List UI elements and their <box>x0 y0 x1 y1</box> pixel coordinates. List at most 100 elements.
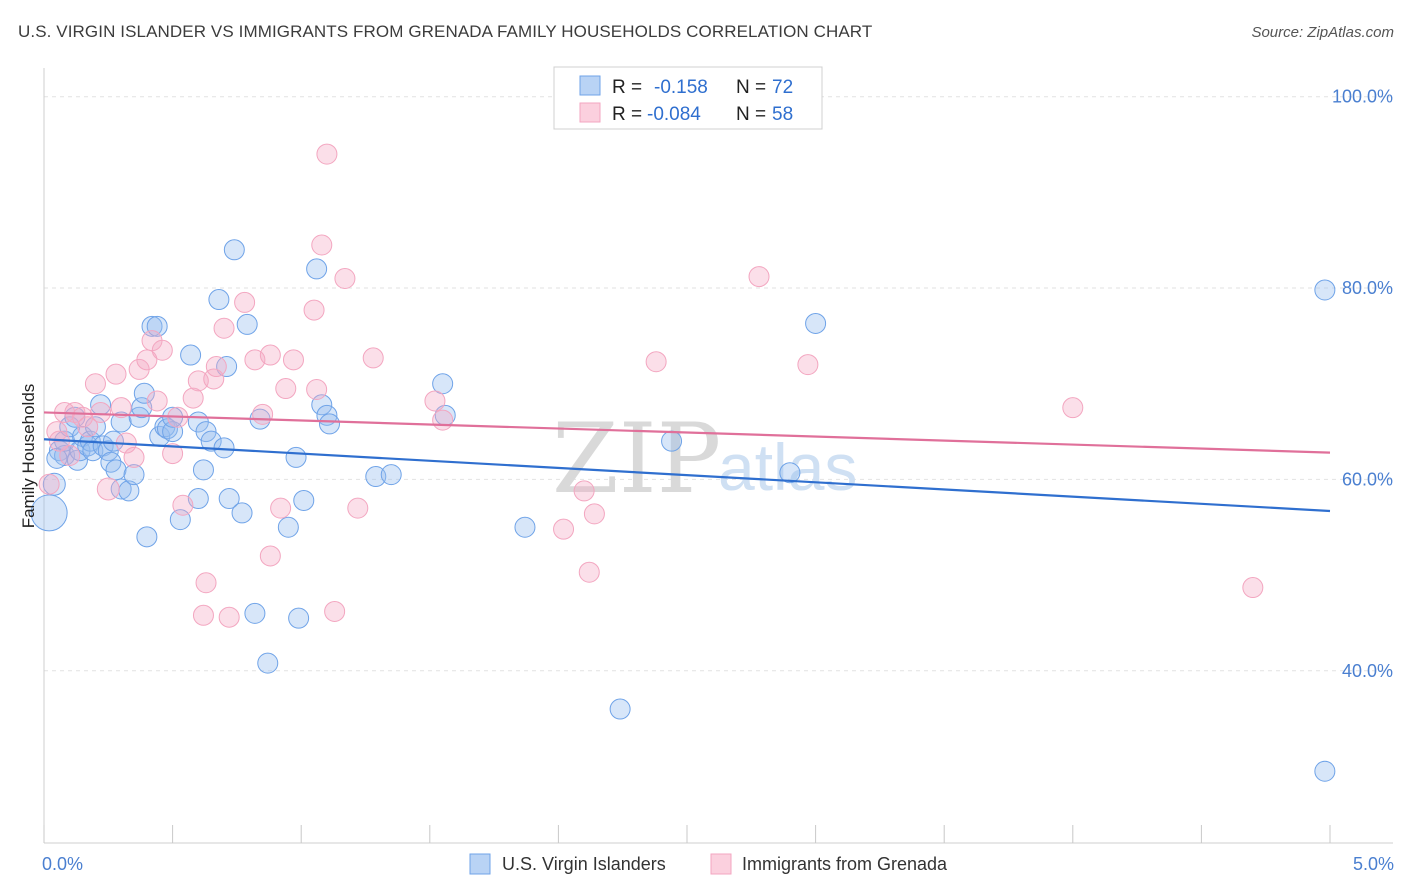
point-virgin-islander-53 <box>285 446 307 468</box>
point-grenada-36 <box>275 378 297 400</box>
point-virgin-islander-48 <box>236 313 258 335</box>
point-virgin-islander-26 <box>133 382 155 404</box>
point-virgin-islander-56 <box>306 258 328 280</box>
point-grenada-25 <box>195 572 217 594</box>
point-grenada-35 <box>270 497 292 519</box>
trend-line-grenada <box>43 411 1331 454</box>
legend-r-value-2: -0.084 <box>647 104 701 125</box>
point-grenada-3 <box>59 445 81 466</box>
point-grenada-7 <box>84 373 106 395</box>
point-virgin-islander-19 <box>105 459 127 481</box>
point-grenada-18 <box>151 339 173 361</box>
point-virgin-islander-49 <box>244 602 266 624</box>
legend-r-value-1: -0.158 <box>654 77 708 98</box>
point-grenada-50 <box>578 561 600 583</box>
point-virgin-islander-51 <box>257 652 279 674</box>
point-grenada-56 <box>1242 577 1264 599</box>
point-grenada-29 <box>218 606 240 628</box>
point-grenada-28 <box>213 317 235 339</box>
point-grenada-51 <box>583 503 605 525</box>
point-grenada-24 <box>192 604 214 626</box>
point-grenada-0 <box>38 473 60 495</box>
y-tick-label-0: 100.0% <box>1332 87 1393 107</box>
point-virgin-islander-67 <box>779 462 801 484</box>
point-grenada-53 <box>748 266 770 288</box>
point-grenada-49 <box>573 480 595 502</box>
point-grenada-32 <box>252 403 274 425</box>
point-grenada-34 <box>259 344 281 366</box>
point-grenada-45 <box>362 347 384 369</box>
point-virgin-islander-39 <box>192 459 214 481</box>
axes <box>43 68 1393 844</box>
point-grenada-37 <box>282 349 304 371</box>
point-virgin-islander-41 <box>200 430 222 452</box>
source-label: Source: ZipAtlas.com <box>1251 24 1394 41</box>
point-virgin-islander-20 <box>110 478 132 500</box>
point-virgin-islander-40 <box>195 421 217 443</box>
watermark-zip: ZIP <box>552 403 721 515</box>
point-grenada-8 <box>90 401 112 423</box>
point-grenada-33 <box>259 545 281 567</box>
point-virgin-islander-55 <box>293 489 315 511</box>
point-virgin-islander-60 <box>365 466 387 488</box>
point-grenada-22 <box>182 387 204 409</box>
point-grenada-46 <box>424 390 446 412</box>
series-legend-label-1: U.S. Virgin Islanders <box>502 854 666 874</box>
point-grenada-30 <box>234 291 256 313</box>
point-grenada-13 <box>123 446 145 468</box>
point-virgin-islander-0 <box>30 494 68 532</box>
series-legend-label-2: Immigrants from Grenada <box>742 854 948 874</box>
trend-lines <box>43 411 1331 513</box>
legend-swatch-blue <box>579 75 601 96</box>
point-grenada-42 <box>324 600 346 622</box>
chart-title: U.S. VIRGIN ISLANDER VS IMMIGRANTS FROM … <box>18 22 873 41</box>
point-grenada-38 <box>303 299 325 321</box>
point-virgin-islander-70 <box>1314 760 1336 782</box>
point-virgin-islander-61 <box>380 464 402 486</box>
point-grenada-10 <box>105 363 127 385</box>
point-virgin-islander-28 <box>141 315 163 337</box>
legend-swatch-pink <box>579 102 601 123</box>
point-grenada-39 <box>306 378 328 400</box>
x-tick-label-1: 5.0% <box>1353 854 1394 874</box>
legend-r-label-2: R = <box>612 104 642 125</box>
point-virgin-islander-21 <box>110 411 132 433</box>
point-virgin-islander-71 <box>46 447 68 469</box>
point-grenada-6 <box>77 416 99 438</box>
point-virgin-islander-42 <box>208 289 230 311</box>
point-virgin-islander-47 <box>231 502 253 524</box>
point-virgin-islander-27 <box>136 526 158 548</box>
point-grenada-47 <box>432 409 454 431</box>
point-virgin-islander-59 <box>318 413 340 435</box>
point-grenada-27 <box>205 356 227 378</box>
point-grenada-52 <box>645 351 667 373</box>
y-tick-label-2: 60.0% <box>1342 469 1393 489</box>
point-grenada-43 <box>334 267 356 289</box>
tick-labels: 100.0% 80.0% 60.0% 40.0% 0.0% 5.0% <box>42 87 1394 874</box>
y-axis-label: Family Households <box>19 384 38 529</box>
point-virgin-islander-33 <box>162 421 184 443</box>
point-grenada-48 <box>553 518 575 540</box>
point-grenada-44 <box>347 497 369 519</box>
point-virgin-islander-52 <box>277 516 299 538</box>
point-grenada-19 <box>162 443 184 465</box>
point-virgin-islander-36 <box>180 344 202 366</box>
point-virgin-islander-68 <box>805 312 827 334</box>
legend-n-label-1: N = <box>736 77 766 98</box>
legend-r-label-1: R = <box>612 77 642 98</box>
y-tick-label-3: 40.0% <box>1342 661 1393 681</box>
point-virgin-islander-12 <box>82 440 104 462</box>
point-virgin-islander-64 <box>514 516 536 538</box>
point-grenada-23 <box>187 370 209 392</box>
point-virgin-islander-62 <box>432 373 454 395</box>
series-legend-swatch-blue <box>469 853 491 875</box>
point-grenada-54 <box>797 354 819 376</box>
legend-n-value-1: 72 <box>772 77 793 98</box>
y-tick-label-1: 80.0% <box>1342 278 1393 298</box>
point-virgin-islander-45 <box>218 488 240 510</box>
point-virgin-islander-69 <box>1314 279 1336 301</box>
watermark-atlas: atlas <box>718 430 857 504</box>
legend-n-label-2: N = <box>736 104 766 125</box>
point-virgin-islander-54 <box>288 607 310 629</box>
